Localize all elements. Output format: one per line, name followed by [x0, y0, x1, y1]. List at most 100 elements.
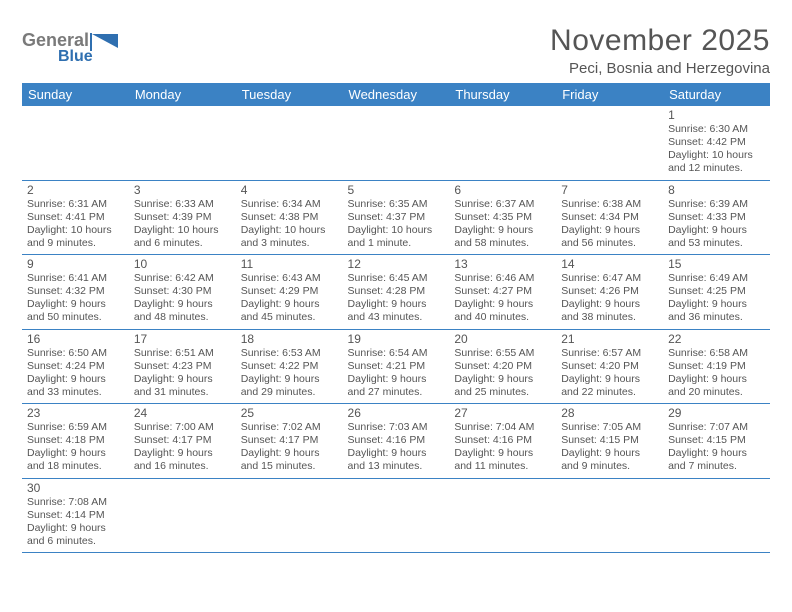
day-detail: and 9 minutes.	[561, 460, 658, 473]
weekday-header: Wednesday	[343, 83, 450, 106]
calendar-empty	[663, 478, 770, 553]
day-detail: Daylight: 9 hours	[241, 447, 338, 460]
day-detail: Sunrise: 6:55 AM	[454, 347, 551, 360]
weekday-header: Sunday	[22, 83, 129, 106]
calendar-day: 28Sunrise: 7:05 AMSunset: 4:15 PMDayligh…	[556, 404, 663, 479]
day-detail: Sunrise: 6:30 AM	[668, 123, 765, 136]
day-detail: Daylight: 9 hours	[27, 447, 124, 460]
day-detail: Sunset: 4:20 PM	[561, 360, 658, 373]
day-number: 27	[454, 406, 551, 420]
day-number: 15	[668, 257, 765, 271]
day-number: 7	[561, 183, 658, 197]
day-number: 20	[454, 332, 551, 346]
calendar-empty	[129, 478, 236, 553]
location: Peci, Bosnia and Herzegovina	[550, 60, 770, 77]
day-detail: Sunset: 4:16 PM	[348, 434, 445, 447]
calendar-body: 1Sunrise: 6:30 AMSunset: 4:42 PMDaylight…	[22, 106, 770, 553]
day-detail: Sunrise: 6:46 AM	[454, 272, 551, 285]
day-detail: Sunrise: 6:33 AM	[134, 198, 231, 211]
day-detail: and 40 minutes.	[454, 311, 551, 324]
day-detail: Sunrise: 6:47 AM	[561, 272, 658, 285]
day-detail: Sunrise: 6:43 AM	[241, 272, 338, 285]
calendar-week: 30Sunrise: 7:08 AMSunset: 4:14 PMDayligh…	[22, 478, 770, 553]
day-detail: Sunset: 4:35 PM	[454, 211, 551, 224]
calendar-day: 30Sunrise: 7:08 AMSunset: 4:14 PMDayligh…	[22, 478, 129, 553]
calendar-week: 9Sunrise: 6:41 AMSunset: 4:32 PMDaylight…	[22, 255, 770, 330]
day-number: 4	[241, 183, 338, 197]
day-detail: Sunset: 4:17 PM	[134, 434, 231, 447]
day-detail: Sunset: 4:26 PM	[561, 285, 658, 298]
day-number: 5	[348, 183, 445, 197]
day-detail: Daylight: 9 hours	[668, 298, 765, 311]
day-detail: Sunset: 4:33 PM	[668, 211, 765, 224]
day-detail: Sunset: 4:27 PM	[454, 285, 551, 298]
day-detail: and 56 minutes.	[561, 237, 658, 250]
day-detail: and 33 minutes.	[27, 386, 124, 399]
day-number: 30	[27, 481, 124, 495]
day-detail: and 43 minutes.	[348, 311, 445, 324]
day-number: 1	[668, 108, 765, 122]
day-detail: Daylight: 10 hours	[668, 149, 765, 162]
header: General Blue November 2025 Peci, Bosnia …	[22, 24, 770, 77]
day-detail: Daylight: 9 hours	[561, 373, 658, 386]
day-detail: and 9 minutes.	[27, 237, 124, 250]
brand-word1: General	[22, 30, 89, 50]
day-detail: Sunrise: 6:57 AM	[561, 347, 658, 360]
day-detail: and 22 minutes.	[561, 386, 658, 399]
calendar-day: 20Sunrise: 6:55 AMSunset: 4:20 PMDayligh…	[449, 329, 556, 404]
calendar-day: 6Sunrise: 6:37 AMSunset: 4:35 PMDaylight…	[449, 180, 556, 255]
calendar-empty	[556, 106, 663, 180]
calendar-day: 4Sunrise: 6:34 AMSunset: 4:38 PMDaylight…	[236, 180, 343, 255]
day-detail: Sunrise: 6:41 AM	[27, 272, 124, 285]
day-detail: Sunset: 4:25 PM	[668, 285, 765, 298]
day-detail: Sunset: 4:15 PM	[561, 434, 658, 447]
day-number: 19	[348, 332, 445, 346]
day-detail: Daylight: 9 hours	[134, 373, 231, 386]
day-detail: Sunset: 4:19 PM	[668, 360, 765, 373]
calendar-empty	[22, 106, 129, 180]
day-detail: and 7 minutes.	[668, 460, 765, 473]
day-detail: Sunrise: 6:34 AM	[241, 198, 338, 211]
calendar-day: 26Sunrise: 7:03 AMSunset: 4:16 PMDayligh…	[343, 404, 450, 479]
calendar-week: 1Sunrise: 6:30 AMSunset: 4:42 PMDaylight…	[22, 106, 770, 180]
day-number: 13	[454, 257, 551, 271]
calendar-day: 25Sunrise: 7:02 AMSunset: 4:17 PMDayligh…	[236, 404, 343, 479]
calendar-day: 14Sunrise: 6:47 AMSunset: 4:26 PMDayligh…	[556, 255, 663, 330]
day-detail: Daylight: 9 hours	[668, 373, 765, 386]
day-detail: and 31 minutes.	[134, 386, 231, 399]
weekday-header: Monday	[129, 83, 236, 106]
calendar-empty	[236, 106, 343, 180]
day-number: 28	[561, 406, 658, 420]
day-detail: Sunset: 4:15 PM	[668, 434, 765, 447]
day-detail: Daylight: 9 hours	[454, 447, 551, 460]
calendar-day: 17Sunrise: 6:51 AMSunset: 4:23 PMDayligh…	[129, 329, 236, 404]
day-detail: Sunrise: 6:42 AM	[134, 272, 231, 285]
calendar-day: 7Sunrise: 6:38 AMSunset: 4:34 PMDaylight…	[556, 180, 663, 255]
day-detail: and 45 minutes.	[241, 311, 338, 324]
day-detail: and 48 minutes.	[134, 311, 231, 324]
day-detail: Daylight: 9 hours	[668, 224, 765, 237]
day-number: 18	[241, 332, 338, 346]
day-detail: Daylight: 10 hours	[134, 224, 231, 237]
day-detail: Sunset: 4:14 PM	[27, 509, 124, 522]
calendar-day: 18Sunrise: 6:53 AMSunset: 4:22 PMDayligh…	[236, 329, 343, 404]
calendar-day: 21Sunrise: 6:57 AMSunset: 4:20 PMDayligh…	[556, 329, 663, 404]
day-detail: Daylight: 9 hours	[134, 298, 231, 311]
day-detail: and 6 minutes.	[134, 237, 231, 250]
calendar-empty	[449, 106, 556, 180]
day-detail: Sunrise: 7:04 AM	[454, 421, 551, 434]
day-detail: and 15 minutes.	[241, 460, 338, 473]
calendar-day: 27Sunrise: 7:04 AMSunset: 4:16 PMDayligh…	[449, 404, 556, 479]
generalblue-logo-icon: General Blue	[22, 28, 132, 62]
day-detail: Sunset: 4:24 PM	[27, 360, 124, 373]
calendar-day: 22Sunrise: 6:58 AMSunset: 4:19 PMDayligh…	[663, 329, 770, 404]
day-detail: Sunrise: 7:07 AM	[668, 421, 765, 434]
day-number: 25	[241, 406, 338, 420]
day-detail: Daylight: 9 hours	[348, 373, 445, 386]
calendar-empty	[343, 106, 450, 180]
day-detail: Sunrise: 7:02 AM	[241, 421, 338, 434]
day-detail: Daylight: 10 hours	[27, 224, 124, 237]
weekday-header: Thursday	[449, 83, 556, 106]
day-detail: Daylight: 10 hours	[348, 224, 445, 237]
day-detail: Sunset: 4:20 PM	[454, 360, 551, 373]
